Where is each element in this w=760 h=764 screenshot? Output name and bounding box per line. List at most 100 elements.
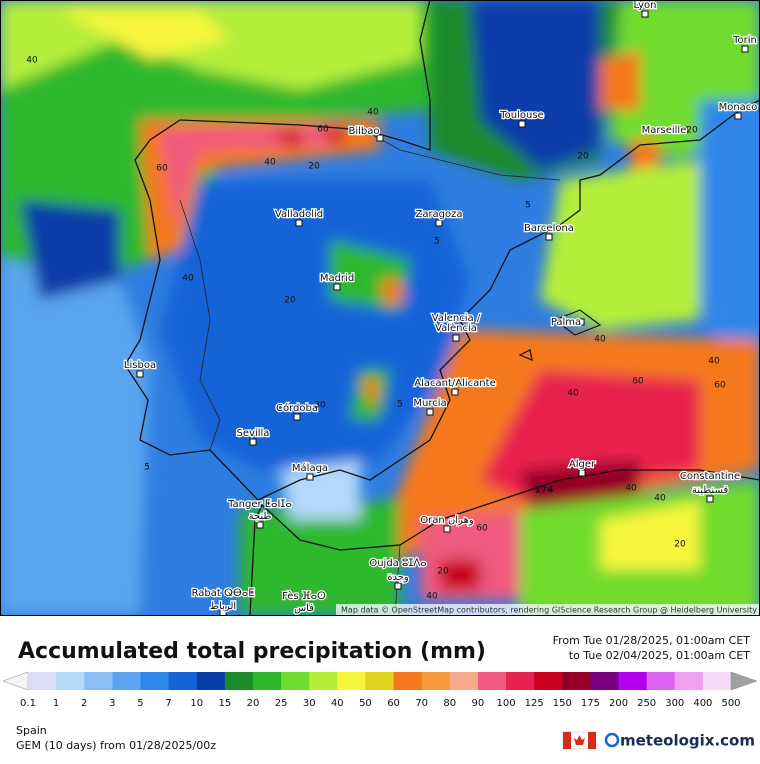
place-label: Constantine [680,471,740,482]
place-label: Oujda ⵓⵊⴷⴰ [369,558,426,569]
legend-swatch [84,672,113,690]
legend-arrow [2,671,29,691]
place-marker [641,10,649,18]
place-label: Toulouse [499,110,543,121]
place-label: Fès ⴼⴰⵙ [282,590,326,602]
contour-label: 40 [594,335,606,345]
contour-label: 40 [367,108,379,118]
legend-swatch [674,672,704,690]
contour-label: 20 [577,152,589,162]
place-marker [376,134,384,142]
place-label: Bilbao [348,126,379,137]
legend-swatch [365,672,395,690]
contour-label: 40 [625,484,637,494]
place-label: Sevilla [237,428,270,439]
legend: 0.1 1 2 3 5 7 10 15 20 25 30 40 50 60 70 80 90 100 125 150 1… [2,671,758,709]
legend-swatch [337,672,366,690]
legend-tick-label: 500 [721,698,740,709]
legend-swatch [252,672,282,690]
brand-logo [604,732,620,748]
place-marker [426,408,434,416]
legend-swatch [140,672,170,690]
place-marker [680,126,688,134]
legend-swatch [590,672,620,690]
legend-tick-label: 2 [81,698,87,709]
attribution-bg [336,604,760,615]
place-marker [306,473,314,481]
place-label: طنجة [249,511,272,522]
place-marker [518,120,526,128]
place-label: Madrid [320,273,354,284]
place-label: Alacant/Alicante [414,378,495,389]
place-marker [249,438,257,446]
legend-swatch [393,672,423,690]
place-marker [578,469,586,477]
title: Accumulated total precipitation (mm) [18,639,486,664]
place-marker [545,233,553,241]
legend-swatch [646,672,676,690]
contour-label: 40 [182,274,194,284]
legend-tick-label: 15 [218,698,231,709]
legend-tick-label: 200 [609,698,628,709]
contour-label: 20 [437,567,449,577]
brand[interactable]: meteologix.com [620,732,755,750]
contour-label: 5 [397,400,403,410]
contour-label: 60 [317,125,329,135]
period-from: From Tue 01/28/2025, 01:00am CET [553,634,751,647]
canada-flag [562,731,597,750]
legend-swatch [618,672,648,690]
contour-label: 174 [535,486,554,496]
legend-tick-label: 50 [359,698,372,709]
place-label: الرباط [210,601,236,612]
legend-tick-label: 150 [553,698,572,709]
legend-tick-label: 60 [387,698,400,709]
place-marker [443,525,451,533]
legend-tick-label: 1 [53,698,59,709]
legend-tick-label: 400 [693,698,712,709]
contour-label: 5 [144,463,150,473]
legend-tick-label: 20 [247,698,260,709]
legend-arrow [730,671,758,691]
legend-tick-label: 175 [581,698,600,709]
legend-swatch [506,672,535,690]
island [518,309,602,361]
legend-tick-label: 40 [331,698,344,709]
legend-tick-label: 30 [303,698,316,709]
place-marker [435,219,443,227]
contour-label: 60 [156,164,168,174]
place-label: Rabat ⵕⴱⴰⵟ [192,588,255,599]
contour-label: 40 [567,389,579,399]
coastline [249,469,760,615]
contour-label: 60 [714,381,726,391]
legend-swatch [477,672,507,690]
border [179,129,561,615]
contour-label: 40 [426,592,438,602]
contour-label: 20 [674,540,686,550]
legend-swatch [196,672,226,690]
legend-swatch [281,672,310,690]
place-label: Lyon [633,0,656,11]
legend-tick-label: 3 [109,698,115,709]
legend-tick-label: 250 [637,698,656,709]
legend-tick-label: 100 [496,698,515,709]
legend-swatch [534,672,563,690]
place-label: Zaragoza [415,209,462,220]
place-marker [136,370,144,378]
attribution: Map data © OpenStreetMap contributors, r… [341,606,757,615]
place-marker [734,112,742,120]
place-label: Lisboa [124,360,156,371]
region: Spain [16,724,47,737]
legend-tick-label: 10 [190,698,203,709]
place-marker [706,495,714,503]
legend-swatch [421,672,451,690]
legend-swatch [28,672,57,690]
legend-tick-label: 90 [472,698,485,709]
legend-swatch [702,672,732,690]
place-marker [219,609,227,615]
place-label: Valladolid [275,209,323,220]
contour-label: 20 [284,296,296,306]
contour-label: 5 [434,237,440,247]
legend-swatch [562,672,591,690]
legend-swatch [168,672,198,690]
